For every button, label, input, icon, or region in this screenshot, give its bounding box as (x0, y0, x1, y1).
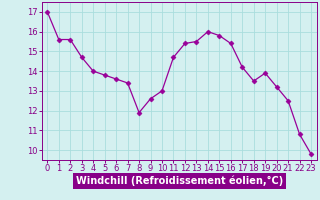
X-axis label: Windchill (Refroidissement éolien,°C): Windchill (Refroidissement éolien,°C) (76, 176, 283, 186)
